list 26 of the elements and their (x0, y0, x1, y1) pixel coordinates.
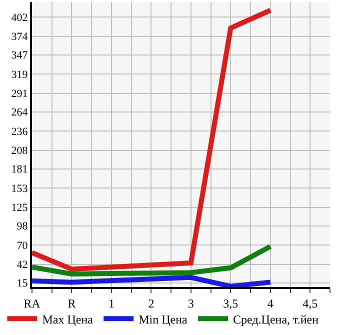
y-tick-label: 236 (11, 126, 28, 138)
y-tick-label: 70 (16, 240, 28, 252)
y-tick-label: 402 (11, 12, 28, 24)
y-tick-label: 208 (11, 145, 28, 158)
x-tick-label: 2 (148, 296, 154, 310)
x-tick-label: 4,5 (302, 296, 318, 310)
y-tick-label: 125 (11, 202, 28, 214)
x-tick-label: 1 (108, 296, 114, 310)
y-tick-label: 15 (16, 278, 28, 290)
y-tick-label: 181 (11, 164, 28, 176)
y-tick-label: 98 (16, 220, 28, 233)
x-tick-label: 4 (267, 296, 274, 310)
legend-label: Max Цена (42, 312, 94, 326)
y-tick-label: 153 (11, 182, 28, 195)
x-tick-label: R (68, 296, 76, 310)
y-tick-label: 291 (11, 88, 28, 100)
y-tick-label: 347 (11, 50, 28, 62)
y-tick-label: 264 (11, 106, 28, 119)
legend-label: Сред.Цена, т.йен (233, 312, 320, 326)
y-tick-label: 42 (16, 259, 28, 272)
y-tick-label: 319 (11, 68, 28, 81)
x-tick-label: RA (24, 296, 41, 310)
x-tick-label: 3 (188, 296, 194, 310)
legend-label: Min Цена (138, 312, 188, 326)
y-tick-label: 374 (11, 31, 28, 44)
x-tick-label: 3,5 (223, 296, 238, 310)
